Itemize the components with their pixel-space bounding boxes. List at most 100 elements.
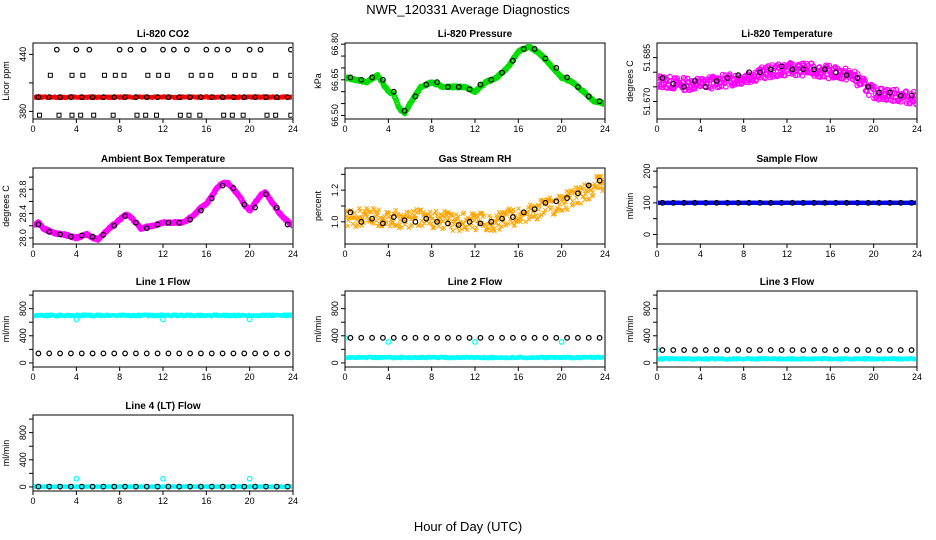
x-tick-label: 0 <box>654 249 659 259</box>
data-point <box>598 185 603 190</box>
data-point <box>767 74 773 81</box>
data-point <box>197 112 203 118</box>
data-point <box>564 207 570 213</box>
data-point <box>199 72 205 78</box>
data-point <box>372 209 378 215</box>
data-point <box>100 350 107 357</box>
x-tick-label: 24 <box>600 249 610 259</box>
x-tick-label: 4 <box>74 496 79 506</box>
data-point <box>445 209 451 215</box>
x-tick-label: 16 <box>201 124 211 134</box>
data-point <box>284 221 291 228</box>
data-point <box>273 112 279 118</box>
data-point <box>719 71 726 78</box>
data-point <box>208 72 214 78</box>
x-tick-label: 16 <box>513 372 523 382</box>
x-tick-label: 20 <box>245 124 255 134</box>
series-cal-points <box>658 347 660 353</box>
x-tick-label: 12 <box>782 372 792 382</box>
data-point <box>912 100 916 107</box>
x-tick-label: 16 <box>825 124 835 134</box>
data-point <box>531 334 538 341</box>
panel-title: Line 2 Flow <box>448 277 503 288</box>
x-tick-label: 12 <box>158 249 168 259</box>
data-point <box>290 312 292 317</box>
data-point <box>512 222 518 228</box>
data-point <box>89 94 96 101</box>
data-point <box>53 46 60 53</box>
data-point <box>778 347 785 353</box>
data-point <box>78 94 85 101</box>
data-point <box>723 83 729 90</box>
data-point <box>767 347 774 353</box>
data-point <box>542 199 549 206</box>
x-tick-label: 8 <box>741 249 746 259</box>
data-point <box>412 334 419 341</box>
series-hourly-averages <box>35 483 291 490</box>
data-point <box>602 355 604 360</box>
data-point <box>412 218 419 225</box>
data-point <box>908 92 915 99</box>
data-point <box>478 211 484 216</box>
data-point <box>358 334 365 341</box>
data-point <box>854 347 861 353</box>
y-axis-label: ml/min <box>625 316 635 343</box>
panel-title: Sample Flow <box>756 154 817 165</box>
data-point <box>246 46 253 53</box>
data-point <box>865 83 872 90</box>
data-point <box>111 94 118 101</box>
data-point <box>499 223 505 229</box>
data-point <box>854 199 861 206</box>
data-point <box>219 350 226 357</box>
data-point <box>133 219 139 226</box>
x-tick-label: 0 <box>342 124 347 134</box>
data-point <box>440 219 446 224</box>
x-tick-label: 0 <box>30 372 35 382</box>
data-point <box>466 218 473 225</box>
data-point <box>800 66 807 73</box>
data-point <box>230 483 237 490</box>
series-cal-dips <box>73 316 253 323</box>
series-minute-averages <box>658 355 916 362</box>
data-point <box>789 347 796 353</box>
x-tick-label: 24 <box>912 372 922 382</box>
panel-title: Li-820 Pressure <box>438 29 513 40</box>
data-point <box>559 207 565 213</box>
data-point <box>363 211 369 217</box>
data-point <box>100 94 107 101</box>
data-point <box>352 210 358 216</box>
data-point <box>176 219 183 226</box>
y-tick-label: 400 <box>18 452 28 467</box>
panel-sample_flow: Sample Flow ml/min 0 4 8 12 16 20 24 0 100 200 <box>625 154 922 259</box>
y-tick-label: 1.0 <box>330 216 340 229</box>
data-point <box>497 227 503 232</box>
data-point <box>401 334 408 341</box>
x-tick-label: 20 <box>869 249 879 259</box>
y-tick-label: 28.4 <box>18 205 28 223</box>
data-point <box>800 347 807 353</box>
data-point <box>713 199 720 206</box>
data-point <box>35 483 42 490</box>
data-point <box>590 192 596 198</box>
data-point <box>203 46 210 53</box>
data-point <box>601 177 604 183</box>
data-point <box>442 214 448 220</box>
data-point <box>735 72 742 79</box>
data-point <box>390 214 397 220</box>
data-point <box>455 222 462 228</box>
data-point <box>89 483 96 490</box>
data-point <box>346 335 348 341</box>
x-tick-label: 4 <box>386 249 391 259</box>
series-hourly-averages <box>35 94 291 101</box>
data-point <box>553 198 560 205</box>
data-point <box>369 215 375 222</box>
data-point <box>477 81 484 88</box>
data-point <box>69 112 75 118</box>
data-point <box>186 112 192 118</box>
data-point <box>208 195 215 202</box>
data-point <box>68 350 74 357</box>
data-point <box>555 207 561 212</box>
data-point <box>658 84 660 91</box>
data-point <box>504 211 510 217</box>
figure-title: NWR_120331 Average Diagnostics <box>366 2 570 17</box>
